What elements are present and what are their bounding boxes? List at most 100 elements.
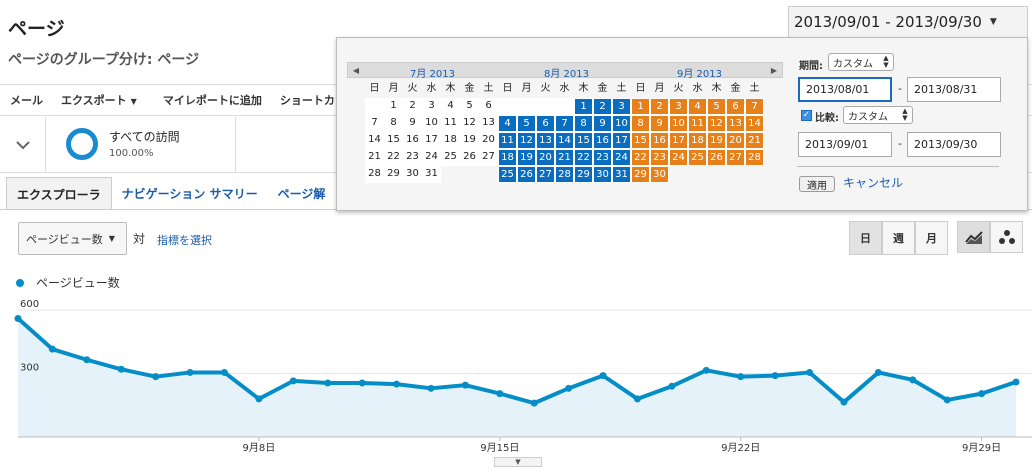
calendar-day[interactable]: 12 xyxy=(460,115,479,132)
calendar-day[interactable]: 17 xyxy=(612,132,631,149)
calendar-day[interactable]: 9 xyxy=(650,115,669,132)
add-to-dashboard-button[interactable]: マイレポートに追加 xyxy=(162,94,262,107)
compare-select[interactable]: カスタム ▲ ▼ xyxy=(843,106,913,124)
calendar-day[interactable]: 18 xyxy=(498,149,517,166)
segment-card[interactable]: すべての訪問 100.00% xyxy=(46,117,236,173)
compare-start-input[interactable]: 2013/09/01 xyxy=(798,132,892,157)
calendar-day[interactable]: 27 xyxy=(536,166,555,183)
period-select[interactable]: カスタム ▲ ▼ xyxy=(828,53,894,71)
calendar-day[interactable]: 8 xyxy=(384,115,403,132)
calendar-day[interactable]: 8 xyxy=(574,115,593,132)
tab-explorer[interactable]: エクスプローラ xyxy=(6,177,112,210)
calendar-day[interactable]: 11 xyxy=(441,115,460,132)
calendar-day[interactable]: 20 xyxy=(726,132,745,149)
calendar-day[interactable]: 11 xyxy=(498,132,517,149)
calendar-day[interactable]: 18 xyxy=(441,132,460,149)
calendar-day[interactable]: 10 xyxy=(612,115,631,132)
shortcut-button[interactable]: ショートカ xyxy=(279,94,335,107)
calendar-day[interactable]: 17 xyxy=(422,132,441,149)
calendar-day[interactable]: 22 xyxy=(574,149,593,166)
calendar-day[interactable]: 4 xyxy=(498,115,517,132)
calendar-day[interactable]: 2 xyxy=(593,98,612,115)
select-metric-link[interactable]: 指標を選択 xyxy=(157,234,212,247)
calendar-day[interactable]: 19 xyxy=(460,132,479,149)
calendar-day[interactable]: 20 xyxy=(536,149,555,166)
calendar-day[interactable]: 21 xyxy=(365,149,384,166)
calendar-day[interactable]: 25 xyxy=(498,166,517,183)
calendar-day[interactable]: 23 xyxy=(403,149,422,166)
period-day-button[interactable]: 日 xyxy=(849,221,882,255)
calendar-day[interactable]: 31 xyxy=(612,166,631,183)
calendar-day[interactable]: 5 xyxy=(460,98,479,115)
calendar-day[interactable]: 3 xyxy=(422,98,441,115)
calendar-day[interactable]: 9 xyxy=(593,115,612,132)
calendar-day[interactable]: 21 xyxy=(745,132,764,149)
calendar-day[interactable]: 31 xyxy=(422,166,441,183)
calendar-day[interactable]: 1 xyxy=(631,98,650,115)
calendar-day[interactable]: 6 xyxy=(479,98,498,115)
motion-chart-button[interactable] xyxy=(990,221,1023,253)
calendar-day[interactable]: 15 xyxy=(574,132,593,149)
calendar-day[interactable]: 6 xyxy=(536,115,555,132)
calendar-day[interactable]: 30 xyxy=(593,166,612,183)
calendar-day[interactable]: 14 xyxy=(745,115,764,132)
calendar-day[interactable]: 8 xyxy=(631,115,650,132)
calendar-day[interactable]: 21 xyxy=(555,149,574,166)
calendar-day[interactable]: 11 xyxy=(688,115,707,132)
calendar-day[interactable]: 12 xyxy=(707,115,726,132)
range-start-input[interactable]: 2013/08/01 xyxy=(798,77,892,102)
calendar-day[interactable]: 3 xyxy=(612,98,631,115)
metric-select[interactable]: ページビュー数 ▼ xyxy=(18,222,127,255)
calendar-day[interactable]: 10 xyxy=(422,115,441,132)
apply-button[interactable]: 適用 xyxy=(799,176,835,192)
calendar-day[interactable]: 3 xyxy=(669,98,688,115)
calendar-day[interactable]: 22 xyxy=(631,149,650,166)
calendar-day[interactable]: 25 xyxy=(441,149,460,166)
calendar-day[interactable]: 15 xyxy=(384,132,403,149)
calendar-day[interactable]: 24 xyxy=(422,149,441,166)
calendar-day[interactable]: 29 xyxy=(384,166,403,183)
calendar-day[interactable]: 23 xyxy=(593,149,612,166)
calendar-day[interactable]: 10 xyxy=(669,115,688,132)
calendar-day[interactable]: 4 xyxy=(688,98,707,115)
calendar-day[interactable]: 16 xyxy=(593,132,612,149)
next-month-icon[interactable]: ▶ xyxy=(770,65,778,75)
calendar-day[interactable]: 29 xyxy=(631,166,650,183)
calendar-day[interactable]: 2 xyxy=(650,98,669,115)
calendar-day[interactable]: 26 xyxy=(517,166,536,183)
calendar-day[interactable]: 26 xyxy=(707,149,726,166)
calendar-day[interactable]: 19 xyxy=(707,132,726,149)
calendar-day[interactable]: 27 xyxy=(479,149,498,166)
period-week-button[interactable]: 週 xyxy=(882,221,915,255)
calendar-day[interactable]: 7 xyxy=(745,98,764,115)
calendar-day[interactable]: 1 xyxy=(384,98,403,115)
compare-end-input[interactable]: 2013/09/30 xyxy=(907,132,1001,157)
calendar-day[interactable]: 24 xyxy=(669,149,688,166)
calendar-day[interactable]: 17 xyxy=(669,132,688,149)
tab-navigation-summary[interactable]: ナビゲーション サマリー xyxy=(121,187,258,201)
compare-checkbox[interactable]: ✓ xyxy=(801,110,812,121)
range-end-input[interactable]: 2013/08/31 xyxy=(907,77,1001,102)
calendar-day[interactable]: 18 xyxy=(688,132,707,149)
calendar-day[interactable]: 7 xyxy=(365,115,384,132)
email-button[interactable]: メール xyxy=(10,94,43,107)
previous-month-icon[interactable]: ◀ xyxy=(352,65,360,75)
calendar-day[interactable]: 27 xyxy=(726,149,745,166)
calendar-day[interactable]: 28 xyxy=(365,166,384,183)
calendar-day[interactable]: 30 xyxy=(650,166,669,183)
calendar-day[interactable]: 14 xyxy=(365,132,384,149)
calendar-day[interactable]: 6 xyxy=(726,98,745,115)
export-button[interactable]: エクスポート ▼ xyxy=(61,92,145,108)
calendar-day[interactable]: 16 xyxy=(650,132,669,149)
calendar-day[interactable]: 4 xyxy=(441,98,460,115)
calendar-day[interactable]: 13 xyxy=(536,132,555,149)
calendar-day[interactable]: 1 xyxy=(574,98,593,115)
calendar-day[interactable]: 7 xyxy=(555,115,574,132)
calendar-day[interactable]: 5 xyxy=(707,98,726,115)
calendar-day[interactable]: 9 xyxy=(403,115,422,132)
period-month-button[interactable]: 月 xyxy=(915,221,948,255)
calendar-day[interactable]: 30 xyxy=(403,166,422,183)
calendar-day[interactable]: 26 xyxy=(460,149,479,166)
calendar-day[interactable]: 13 xyxy=(479,115,498,132)
calendar-day[interactable]: 23 xyxy=(650,149,669,166)
